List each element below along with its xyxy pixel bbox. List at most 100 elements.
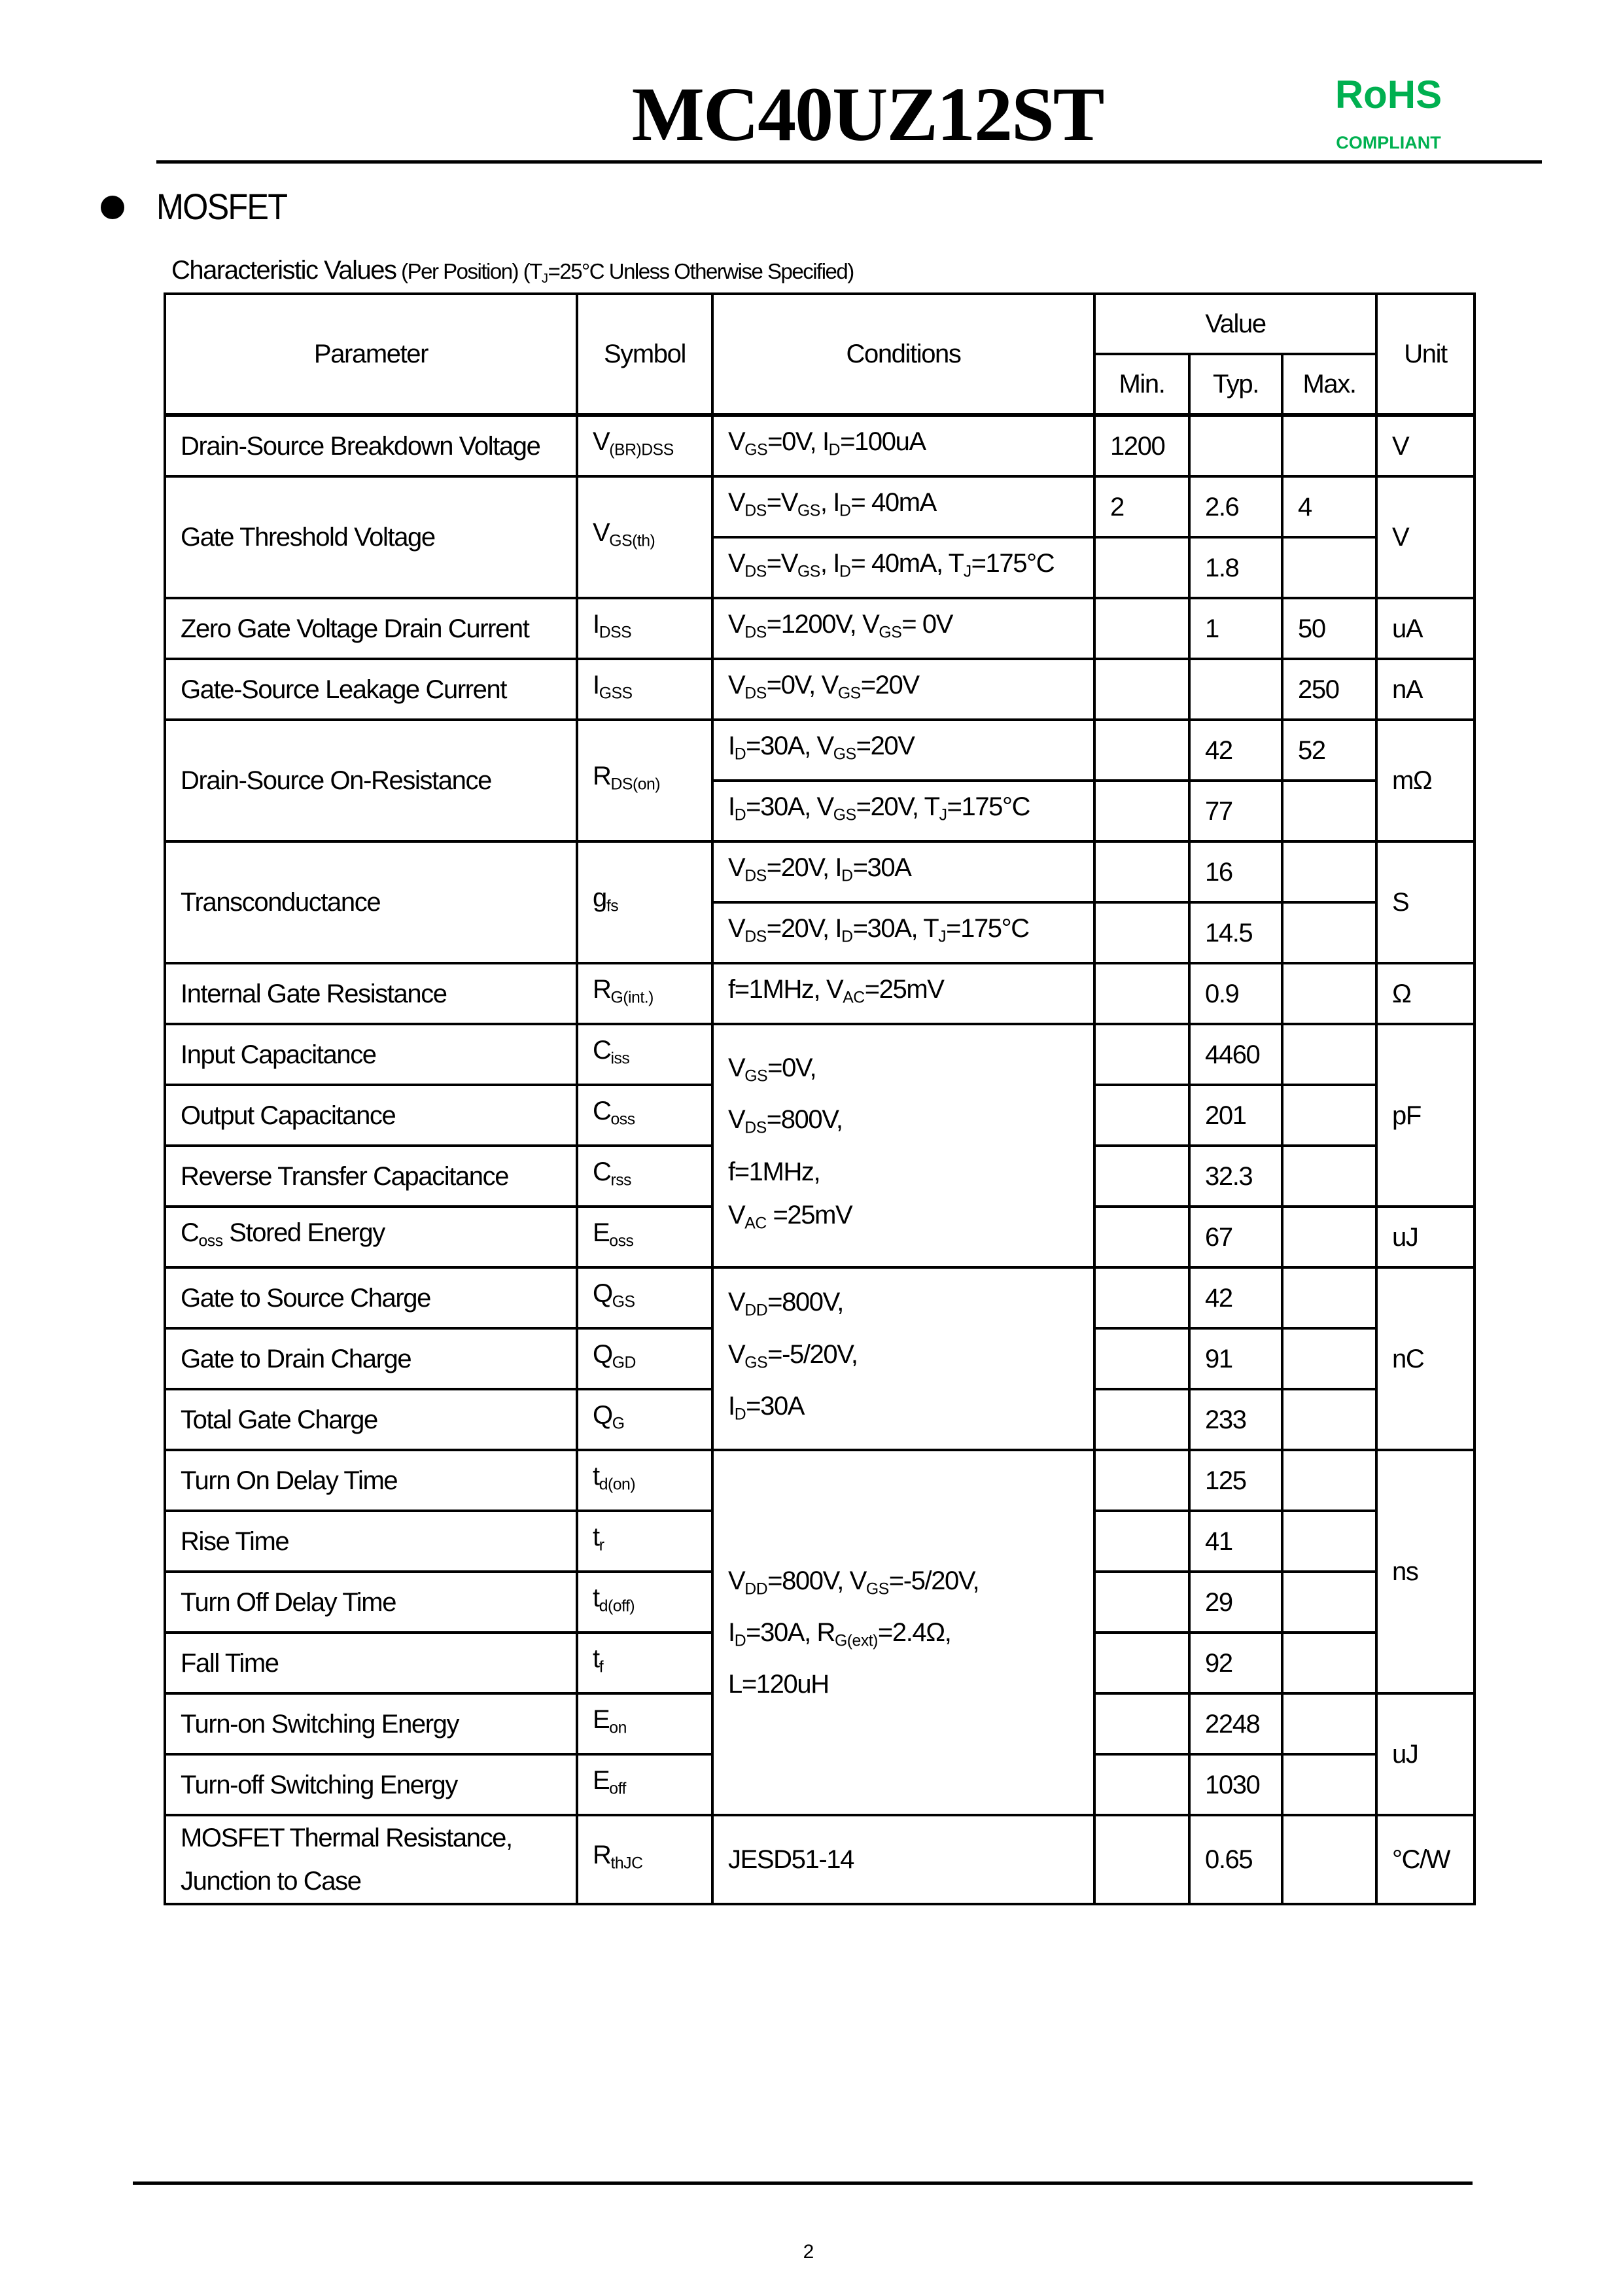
conditions-cell: VDS=20V, ID=30A <box>711 840 1096 904</box>
symbol-cell: QGD <box>576 1327 714 1390</box>
symbol-cell: Coss <box>576 1084 714 1147</box>
min-cell <box>1093 962 1191 1025</box>
max-cell <box>1280 1084 1378 1147</box>
conditions-cell: VDD=800V, VGS=-5/20V, ID=30A <box>711 1266 1096 1451</box>
symbol-cell: tr <box>576 1510 714 1573</box>
unit-cell: uJ <box>1375 1205 1476 1269</box>
rohs-compliant-label: COMPLIANT <box>1336 133 1441 152</box>
typ-cell: 233 <box>1188 1388 1283 1451</box>
unit-cell: nC <box>1375 1266 1476 1451</box>
table-row: Total Gate Charge QG 233 <box>164 1388 1475 1451</box>
header-divider <box>156 160 1542 164</box>
parameter-cell: Turn Off Delay Time <box>164 1570 578 1634</box>
typ-cell: 201 <box>1188 1084 1283 1147</box>
typ-cell: 32.3 <box>1188 1144 1283 1208</box>
parameter-cell: MOSFET Thermal Resistance, Junction to Ca… <box>164 1814 578 1905</box>
min-cell <box>1093 1144 1191 1208</box>
bullet-icon <box>101 196 124 219</box>
max-cell <box>1280 1570 1378 1634</box>
max-cell <box>1280 1327 1378 1390</box>
parameter-cell: Gate Threshold Voltage <box>164 475 578 599</box>
typ-cell: 4460 <box>1188 1023 1283 1086</box>
symbol-cell: VGS(th) <box>576 475 714 599</box>
min-cell <box>1093 1570 1191 1634</box>
typ-cell: 2.6 <box>1188 475 1283 539</box>
parameter-cell: Total Gate Charge <box>164 1388 578 1451</box>
table-row: Gate to Drain Charge QGD 91 <box>164 1327 1475 1390</box>
min-cell <box>1093 536 1191 599</box>
min-cell <box>1093 1266 1191 1330</box>
typ-cell: 91 <box>1188 1327 1283 1390</box>
table-row: Rise Time tr 41 <box>164 1510 1475 1573</box>
min-cell <box>1093 901 1191 964</box>
parameter-cell: Reverse Transfer Capacitance <box>164 1144 578 1208</box>
min-cell <box>1093 1327 1191 1390</box>
typ-cell: 29 <box>1188 1570 1283 1634</box>
section-title: MOSFET <box>156 186 288 227</box>
max-cell: 50 <box>1280 597 1378 660</box>
max-cell <box>1280 413 1378 478</box>
min-cell <box>1093 597 1191 660</box>
unit-cell: ns <box>1375 1449 1476 1695</box>
conditions-cell: VDS=0V, VGS=20V <box>711 658 1096 721</box>
symbol-cell: V(BR)DSS <box>576 413 714 478</box>
parameter-cell: Turn-off Switching Energy <box>164 1753 578 1816</box>
min-cell <box>1093 1023 1191 1086</box>
symbol-cell: RthJC <box>576 1814 714 1905</box>
max-cell <box>1280 962 1378 1025</box>
table-row: Gate to Source Charge QGS VDD=800V, VGS=-5/… <box>164 1266 1476 1451</box>
min-cell <box>1093 1449 1191 1512</box>
conditions-cell: VDD=800V, VGS=-5/20V, ID=30A, RG(ext)=2.4… <box>711 1449 1096 1816</box>
max-cell: 4 <box>1280 475 1378 539</box>
max-cell <box>1280 1631 1378 1695</box>
symbol-cell: gfs <box>576 840 714 964</box>
header-value: Value <box>1092 292 1378 355</box>
caption-conditions: (Per Position) (TJ=25°C Unless Otherwise… <box>396 259 854 287</box>
parameter-cell: Gate to Drain Charge <box>164 1327 578 1390</box>
typ-cell: 42 <box>1188 1266 1283 1330</box>
max-cell <box>1280 536 1378 599</box>
conditions-cell: ID=30A, VGS=20V, TJ=175°C <box>711 779 1096 843</box>
table-row: Gate Threshold Voltage VGS(th) VDS=VGS, ID… <box>164 475 1476 599</box>
min-cell: 1200 <box>1093 413 1191 478</box>
table-row: Transconductance gfs VDS=20V, ID=30A 16 S <box>164 840 1476 964</box>
footer-divider <box>133 2181 1473 2185</box>
max-cell: 250 <box>1280 658 1378 721</box>
typ-cell: 41 <box>1188 1510 1283 1573</box>
header-conditions: Conditions <box>711 292 1096 416</box>
typ-cell <box>1188 658 1283 721</box>
max-cell <box>1280 1753 1378 1816</box>
min-cell <box>1093 1510 1191 1573</box>
min-cell <box>1093 1814 1191 1905</box>
parameter-cell: Output Capacitance <box>164 1084 578 1147</box>
table-caption: Characteristic Values (Per Position) (TJ… <box>171 254 854 295</box>
typ-cell: 1 <box>1188 597 1283 660</box>
unit-cell: °C/W <box>1375 1814 1476 1905</box>
typ-cell: 1.8 <box>1188 536 1283 599</box>
table-row: ID=30A, VGS=20V, TJ=175°C 77 <box>165 779 1475 843</box>
caption-main: Characteristic Values <box>171 256 397 285</box>
unit-cell: Ω <box>1375 962 1476 1025</box>
parameter-cell: Gate-Source Leakage Current <box>164 658 578 721</box>
unit-cell: S <box>1375 840 1476 964</box>
table-row: Drain-Source On-Resistance RDS(on) ID=30A,… <box>164 718 1476 843</box>
typ-cell: 14.5 <box>1188 901 1283 964</box>
parameter-cell: Coss Stored Energy <box>164 1205 578 1269</box>
header-max: Max. <box>1280 353 1378 416</box>
characteristics-table: Parameter Symbol Conditions Value Unit M… <box>164 292 1476 1905</box>
max-cell: 52 <box>1280 718 1378 782</box>
min-cell <box>1093 718 1191 782</box>
max-cell <box>1280 1144 1378 1208</box>
max-cell <box>1280 1692 1378 1756</box>
max-cell <box>1280 1510 1378 1573</box>
min-cell <box>1093 1692 1191 1756</box>
header-unit: Unit <box>1375 292 1476 416</box>
symbol-cell: Crss <box>576 1144 714 1208</box>
conditions-cell: VDS=VGS, ID= 40mA <box>711 475 1096 539</box>
typ-cell: 0.9 <box>1188 962 1283 1025</box>
min-cell <box>1093 840 1191 904</box>
table-row: MOSFET Thermal Resistance, Junction to Ca… <box>164 1814 1476 1905</box>
symbol-cell: Eon <box>576 1692 714 1756</box>
parameter-cell: Rise Time <box>164 1510 578 1573</box>
typ-cell: 77 <box>1188 779 1283 843</box>
